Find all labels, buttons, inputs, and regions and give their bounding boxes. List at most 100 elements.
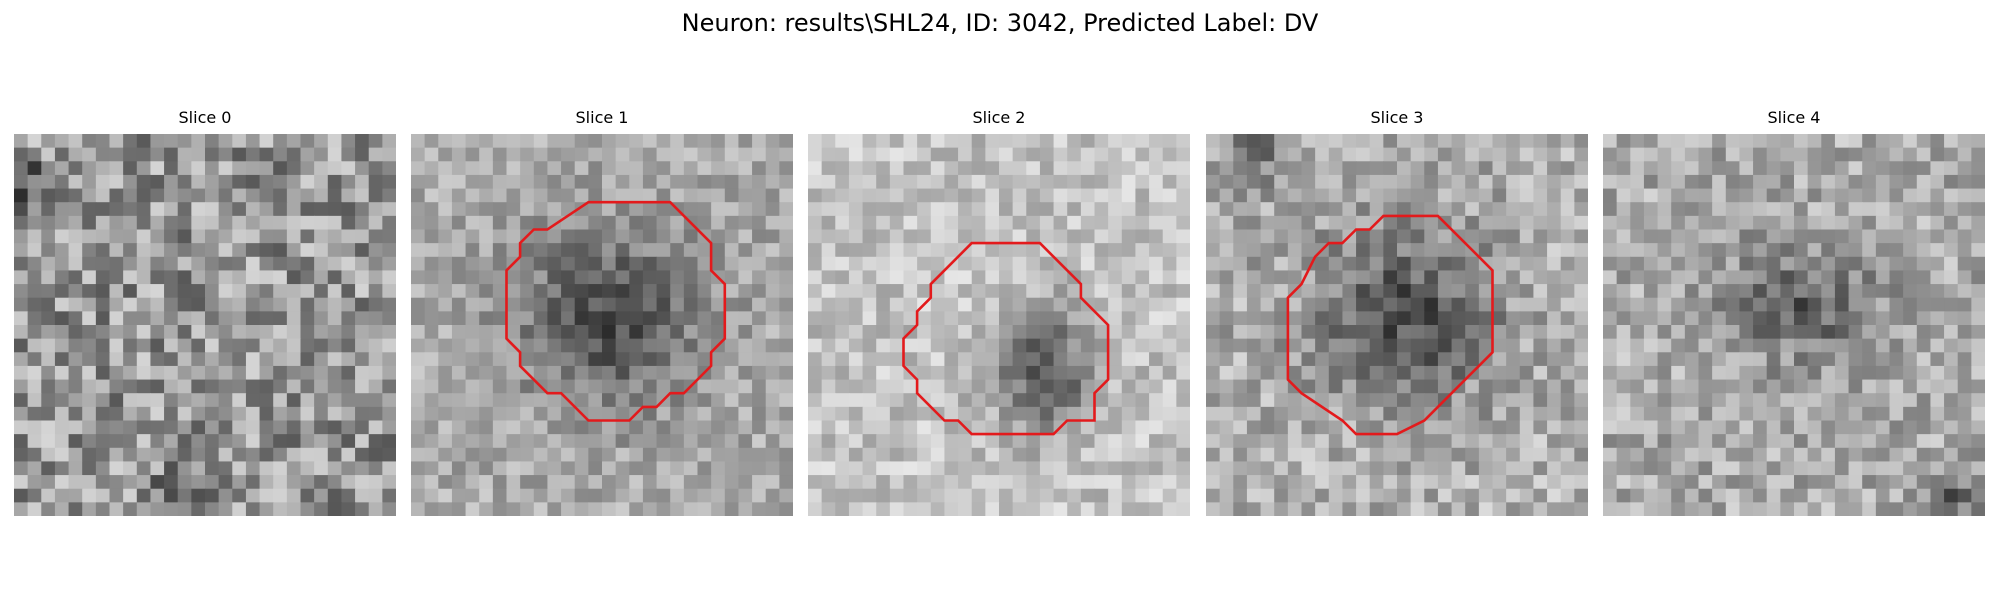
pixel-cell [1149, 229, 1164, 244]
pixel-cell [1794, 434, 1809, 449]
pixel-cell [41, 161, 56, 176]
pixel-cell [1807, 202, 1822, 217]
pixel-cell [1206, 338, 1221, 353]
pixel-cell [1889, 406, 1904, 422]
pixel-cell [411, 379, 426, 394]
pixel-cell [670, 352, 685, 367]
pixel-cell [41, 256, 56, 272]
pixel-cell [629, 338, 644, 353]
pixel-cell [1451, 325, 1466, 340]
pixel-cell [711, 311, 726, 326]
pixel-cell [561, 311, 576, 326]
pixel-cell [1725, 461, 1741, 476]
pixel-cell [999, 188, 1014, 203]
pixel-cell [1957, 174, 1972, 190]
pixel-cell [1094, 393, 1109, 408]
pixel-cell [479, 297, 494, 312]
pixel-cell [109, 434, 124, 449]
pixel-cell [1206, 215, 1221, 231]
pixel-cell [1260, 420, 1275, 435]
pixel-cell [1067, 475, 1082, 490]
pixel-cell [917, 256, 932, 272]
pixel-cell [1260, 461, 1275, 476]
pixel-cell [588, 202, 603, 217]
pixel-cell [492, 229, 508, 244]
pixel-cell [1930, 134, 1945, 149]
pixel-cell [1274, 379, 1289, 394]
pixel-cell [1026, 420, 1041, 435]
pixel-cell [1944, 461, 1959, 476]
pixel-cell [95, 447, 111, 463]
pixel-cell [68, 284, 83, 299]
pixel-cell [1889, 297, 1904, 312]
pixel-cell [1834, 461, 1850, 476]
pixel-cell [1930, 147, 1945, 162]
pixel-cell [1671, 420, 1686, 435]
pixel-cell [14, 488, 29, 503]
pixel-cell [1437, 447, 1453, 463]
pixel-cell [1135, 229, 1150, 244]
pixel-cell [1916, 406, 1932, 422]
pixel-cell [1807, 379, 1822, 394]
pixel-cell [259, 147, 274, 162]
pixel-cell [738, 406, 753, 422]
pixel-cell [1492, 284, 1507, 299]
pixel-cell [1643, 365, 1659, 381]
pixel-cell [683, 461, 699, 476]
pixel-cell [1108, 379, 1123, 394]
pixel-cell [41, 229, 56, 244]
pixel-cell [41, 297, 56, 312]
pixel-cell [779, 270, 793, 285]
pixel-cell [191, 256, 206, 272]
pixel-cell [765, 379, 780, 394]
pixel-cell [14, 475, 29, 490]
pixel-cell [1834, 311, 1850, 326]
pixel-cell [1725, 215, 1741, 231]
pixel-cell [1944, 147, 1959, 162]
pixel-cell [1616, 502, 1631, 516]
pixel-cell [808, 229, 823, 244]
pixel-cell [738, 256, 753, 272]
pixel-cell [1519, 270, 1535, 285]
pixel-cell [779, 297, 793, 312]
pixel-cell [889, 161, 905, 176]
pixel-cell [999, 393, 1014, 408]
pixel-cell [1356, 338, 1371, 353]
pixel-cell [1533, 229, 1548, 244]
pixel-cell [300, 325, 315, 340]
pixel-cell [999, 174, 1014, 190]
pixel-cell [1176, 325, 1190, 340]
pixel-cell [1547, 297, 1562, 312]
pixel-cell [286, 379, 302, 394]
pixel-cell [1356, 502, 1371, 516]
pixel-cell [985, 311, 1000, 326]
pixel-cell [779, 202, 793, 217]
pixel-cell [738, 352, 753, 367]
pixel-cell [1560, 188, 1575, 203]
pixel-cell [300, 215, 315, 231]
pixel-cell [1176, 434, 1190, 449]
pixel-cell [944, 461, 959, 476]
pixel-cell [1739, 134, 1754, 149]
pixel-cell [54, 188, 70, 203]
pixel-cell [1162, 161, 1177, 176]
pixel-cell [670, 461, 685, 476]
pixel-cell [917, 447, 932, 463]
pixel-cell [1603, 406, 1618, 422]
pixel-cell [27, 420, 42, 435]
pixel-cell [1301, 243, 1316, 258]
pixel-cell [1121, 243, 1137, 258]
pixel-cell [1039, 215, 1055, 231]
pixel-cell [821, 488, 836, 503]
pixel-cell [765, 297, 780, 312]
pixel-cell [1287, 338, 1303, 353]
pixel-cell [68, 311, 83, 326]
pixel-cell [615, 488, 630, 503]
pixel-cell [1094, 475, 1109, 490]
pixel-cell [1630, 447, 1645, 463]
pixel-cell [561, 134, 576, 149]
pixel-cell [1162, 202, 1177, 217]
pixel-cell [1603, 447, 1618, 463]
pixel-cell [1671, 365, 1686, 381]
pixel-cell [232, 270, 247, 285]
